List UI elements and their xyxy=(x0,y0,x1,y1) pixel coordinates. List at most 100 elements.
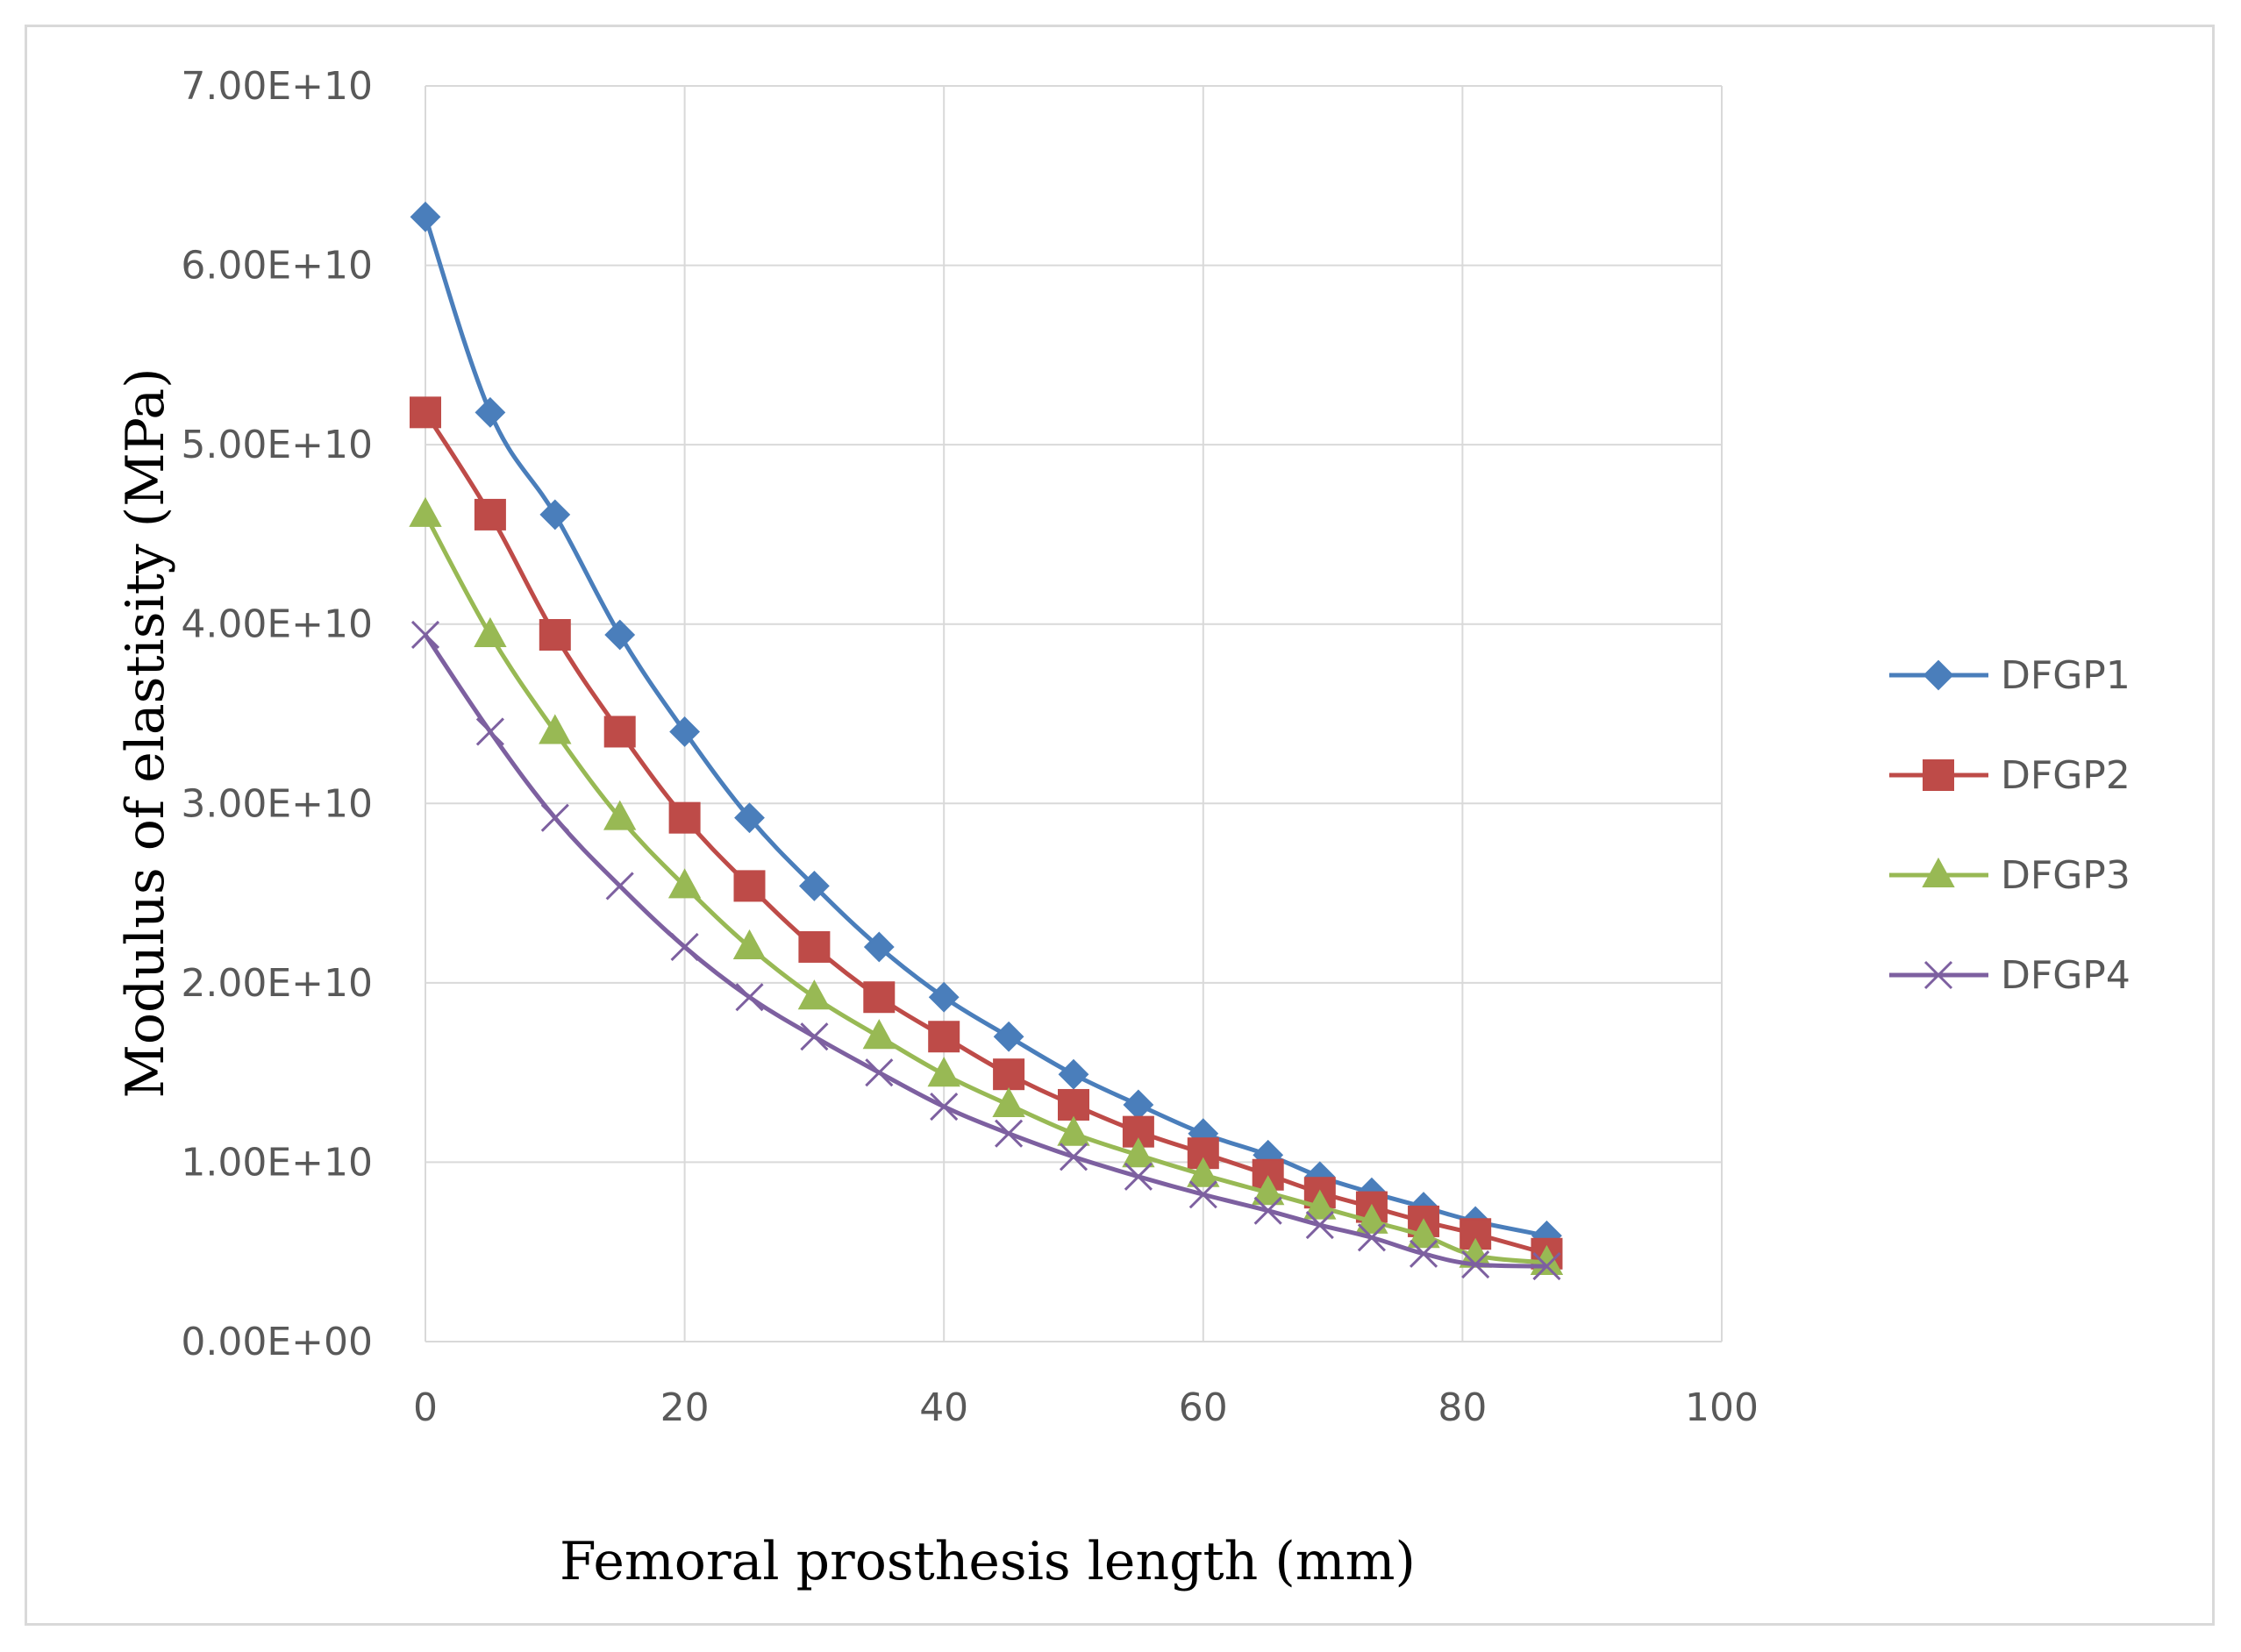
data-point xyxy=(1059,1143,1088,1171)
y-axis-title: Modulus of elastisity (MPa) xyxy=(115,367,176,1098)
series-line xyxy=(423,633,1547,1269)
x-tick-label: 80 xyxy=(1438,1385,1487,1430)
data-point xyxy=(539,618,571,651)
y-tick-label: 3.00E+10 xyxy=(181,781,373,826)
data-point xyxy=(800,1022,829,1051)
data-point xyxy=(930,1092,959,1122)
data-point xyxy=(992,1086,1025,1117)
legend-marker xyxy=(1923,759,1954,791)
legend-marker xyxy=(1922,857,1955,887)
data-point xyxy=(862,1019,896,1050)
data-point xyxy=(1187,1157,1220,1187)
series-dfgp2 xyxy=(410,396,1563,1270)
data-point xyxy=(540,803,569,832)
legend-label: DFGP2 xyxy=(2001,753,2130,798)
legend-item-dfgp1[interactable]: DFGP1 xyxy=(1889,653,2130,698)
data-point xyxy=(863,931,895,963)
data-point xyxy=(475,717,504,746)
data-point xyxy=(604,619,636,651)
x-tick-label: 100 xyxy=(1685,1385,1759,1430)
data-point xyxy=(1407,1218,1440,1249)
series-dfgp4 xyxy=(410,620,1561,1281)
data-point xyxy=(667,868,702,899)
data-point xyxy=(1057,1115,1090,1146)
data-point xyxy=(539,714,572,744)
data-point xyxy=(409,496,442,527)
data-point xyxy=(410,201,441,232)
chart-svg: 0.00E+00 1.00E+10 2.00E+10 3.00E+10 4.00E+10… xyxy=(115,64,2130,1592)
data-point xyxy=(798,930,831,963)
data-point xyxy=(603,716,636,748)
grid xyxy=(425,85,1723,1342)
x-tick-label: 40 xyxy=(919,1385,968,1430)
legend-item-dfgp3[interactable]: DFGP3 xyxy=(1889,853,2130,898)
data-point xyxy=(797,979,831,1010)
data-point xyxy=(732,929,767,959)
data-point xyxy=(539,499,571,530)
data-point xyxy=(475,396,506,428)
data-point xyxy=(928,981,960,1013)
legend-item-dfgp2[interactable]: DFGP2 xyxy=(1889,753,2130,798)
data-point xyxy=(1058,1058,1089,1090)
data-point xyxy=(410,620,440,650)
y-tick-label: 0.00E+00 xyxy=(181,1320,373,1364)
data-point xyxy=(1124,1162,1153,1191)
legend-label: DFGP1 xyxy=(2001,653,2130,698)
data-point xyxy=(735,983,764,1012)
y-tick-label: 2.00E+10 xyxy=(181,961,373,1006)
chart-frame: 0.00E+00 1.00E+10 2.00E+10 3.00E+10 4.00E+10… xyxy=(25,25,2215,1626)
data-point xyxy=(798,870,830,901)
series-line xyxy=(423,410,1548,1257)
data-point xyxy=(734,802,765,834)
y-tick-label: 5.00E+10 xyxy=(181,423,373,467)
y-tick-label: 1.00E+10 xyxy=(181,1140,373,1185)
data-point xyxy=(863,981,896,1014)
data-point xyxy=(1122,1115,1154,1148)
y-tick-label: 4.00E+10 xyxy=(181,602,373,647)
data-point xyxy=(1123,1089,1154,1121)
legend-marker xyxy=(1923,960,1953,990)
legend-item-dfgp4[interactable]: DFGP4 xyxy=(1889,953,2130,998)
data-point xyxy=(993,1021,1024,1052)
data-point xyxy=(410,396,441,429)
series-dfgp3 xyxy=(409,496,1564,1275)
data-point xyxy=(1188,1180,1217,1209)
data-point xyxy=(1461,1250,1490,1279)
y-tick-label: 6.00E+10 xyxy=(181,244,373,288)
data-point xyxy=(474,616,507,647)
x-tick-labels: 0 20 40 60 80 100 xyxy=(413,1385,1759,1430)
legend[interactable]: DFGP1 DFGP2 DFGP3 DFGP4 xyxy=(1889,653,2130,998)
data-point xyxy=(670,932,699,962)
x-axis-title: Femoral prosthesis length (mm) xyxy=(560,1531,1416,1592)
data-point xyxy=(1409,1239,1438,1268)
data-point xyxy=(865,1058,894,1087)
plot-series xyxy=(409,201,1564,1281)
data-point xyxy=(1532,1252,1561,1281)
data-point xyxy=(1305,1210,1334,1240)
data-point xyxy=(1459,1237,1492,1268)
data-point xyxy=(993,1058,1025,1091)
data-point xyxy=(605,872,634,901)
data-point xyxy=(1122,1137,1155,1168)
legend-label: DFGP3 xyxy=(2001,853,2130,898)
y-tick-labels: 0.00E+00 1.00E+10 2.00E+10 3.00E+10 4.00E+10… xyxy=(181,64,373,1364)
data-point xyxy=(927,1057,960,1087)
x-tick-label: 60 xyxy=(1179,1385,1228,1430)
series-line xyxy=(423,513,1547,1265)
data-point xyxy=(928,1021,960,1053)
data-point xyxy=(668,801,701,834)
x-tick-label: 0 xyxy=(413,1385,438,1430)
data-point xyxy=(1357,1223,1387,1252)
data-point xyxy=(474,498,506,530)
series-line xyxy=(423,216,1547,1238)
data-point xyxy=(669,716,701,747)
y-tick-label: 7.00E+10 xyxy=(181,64,373,109)
data-point xyxy=(1355,1203,1388,1234)
data-point xyxy=(995,1119,1024,1148)
x-tick-label: 20 xyxy=(660,1385,710,1430)
series-dfgp1 xyxy=(410,201,1562,1251)
legend-marker xyxy=(1923,659,1954,691)
data-point xyxy=(603,800,637,830)
data-point xyxy=(1303,1189,1337,1220)
data-point xyxy=(1058,1088,1089,1121)
